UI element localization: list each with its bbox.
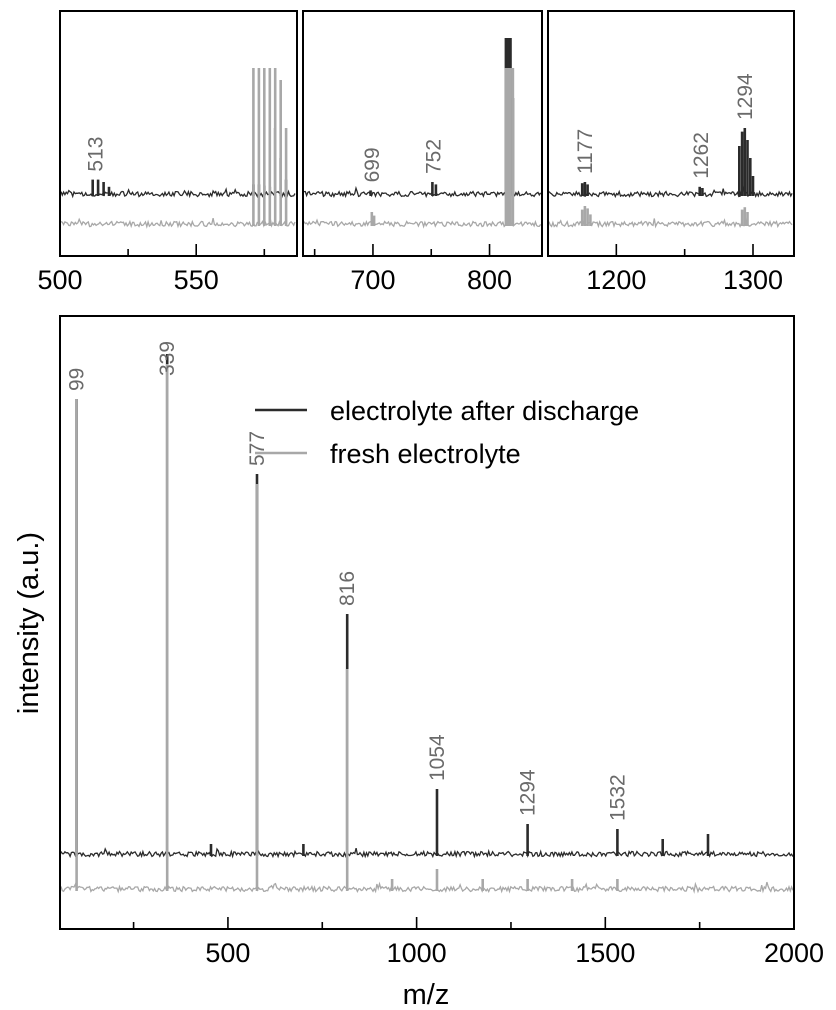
legend-label-after: electrolyte after discharge — [330, 396, 639, 426]
x-tick-label: 700 — [350, 265, 395, 295]
peak-label: 1532 — [606, 774, 629, 821]
peak-label: 1177 — [574, 129, 597, 174]
peak-label: 816 — [336, 571, 359, 606]
inset-panel-1: 500 550 513 — [37, 10, 298, 295]
x-tick-label: 1300 — [723, 265, 783, 295]
inset-panel-3: 1200 1300 1177 1262 1294 — [547, 10, 795, 295]
plot-frame — [59, 315, 795, 930]
peak-label: 752 — [423, 139, 446, 174]
peak-label: 513 — [84, 137, 107, 172]
main-panel: 500 1000 1500 2000 99 339 577 816 1054 1294 1532 — [59, 315, 824, 968]
peak-label: 99 — [66, 368, 89, 391]
x-tick-label: 1500 — [575, 938, 635, 968]
series-baseline-after — [61, 847, 793, 859]
peak-label: 699 — [361, 147, 384, 182]
peak-label: 1294 — [734, 73, 757, 120]
x-tick-label: 500 — [205, 938, 250, 968]
peak-label: 577 — [246, 431, 269, 466]
plot-frame — [547, 10, 795, 257]
peak-label: 1294 — [517, 769, 540, 816]
series-baseline-after — [304, 185, 541, 199]
x-tick-label: 500 — [37, 265, 82, 295]
legend-label-fresh: fresh electrolyte — [330, 439, 521, 469]
series-baseline-fresh — [304, 218, 541, 229]
peak-label: 1054 — [426, 734, 449, 781]
x-axis-label: m/z — [403, 979, 450, 1010]
y-axis-label: intensity (a.u.) — [13, 532, 45, 714]
series-baseline-after — [61, 187, 296, 199]
peak-label: 1262 — [690, 132, 713, 179]
legend: electrolyte after discharge fresh electr… — [255, 396, 639, 469]
plot-frame — [59, 10, 298, 257]
x-tick-label: 1000 — [387, 938, 447, 968]
x-tick-label: 1200 — [586, 265, 646, 295]
x-tick-label: 800 — [467, 265, 512, 295]
plot-frame — [302, 10, 543, 257]
peak-label: 339 — [156, 341, 179, 376]
inset-panel-2: 700 800 699 752 — [302, 10, 543, 295]
x-tick-label: 2000 — [764, 938, 824, 968]
x-tick-label: 550 — [174, 265, 219, 295]
series-baseline-fresh — [61, 217, 296, 229]
series-baseline-fresh — [61, 881, 793, 894]
